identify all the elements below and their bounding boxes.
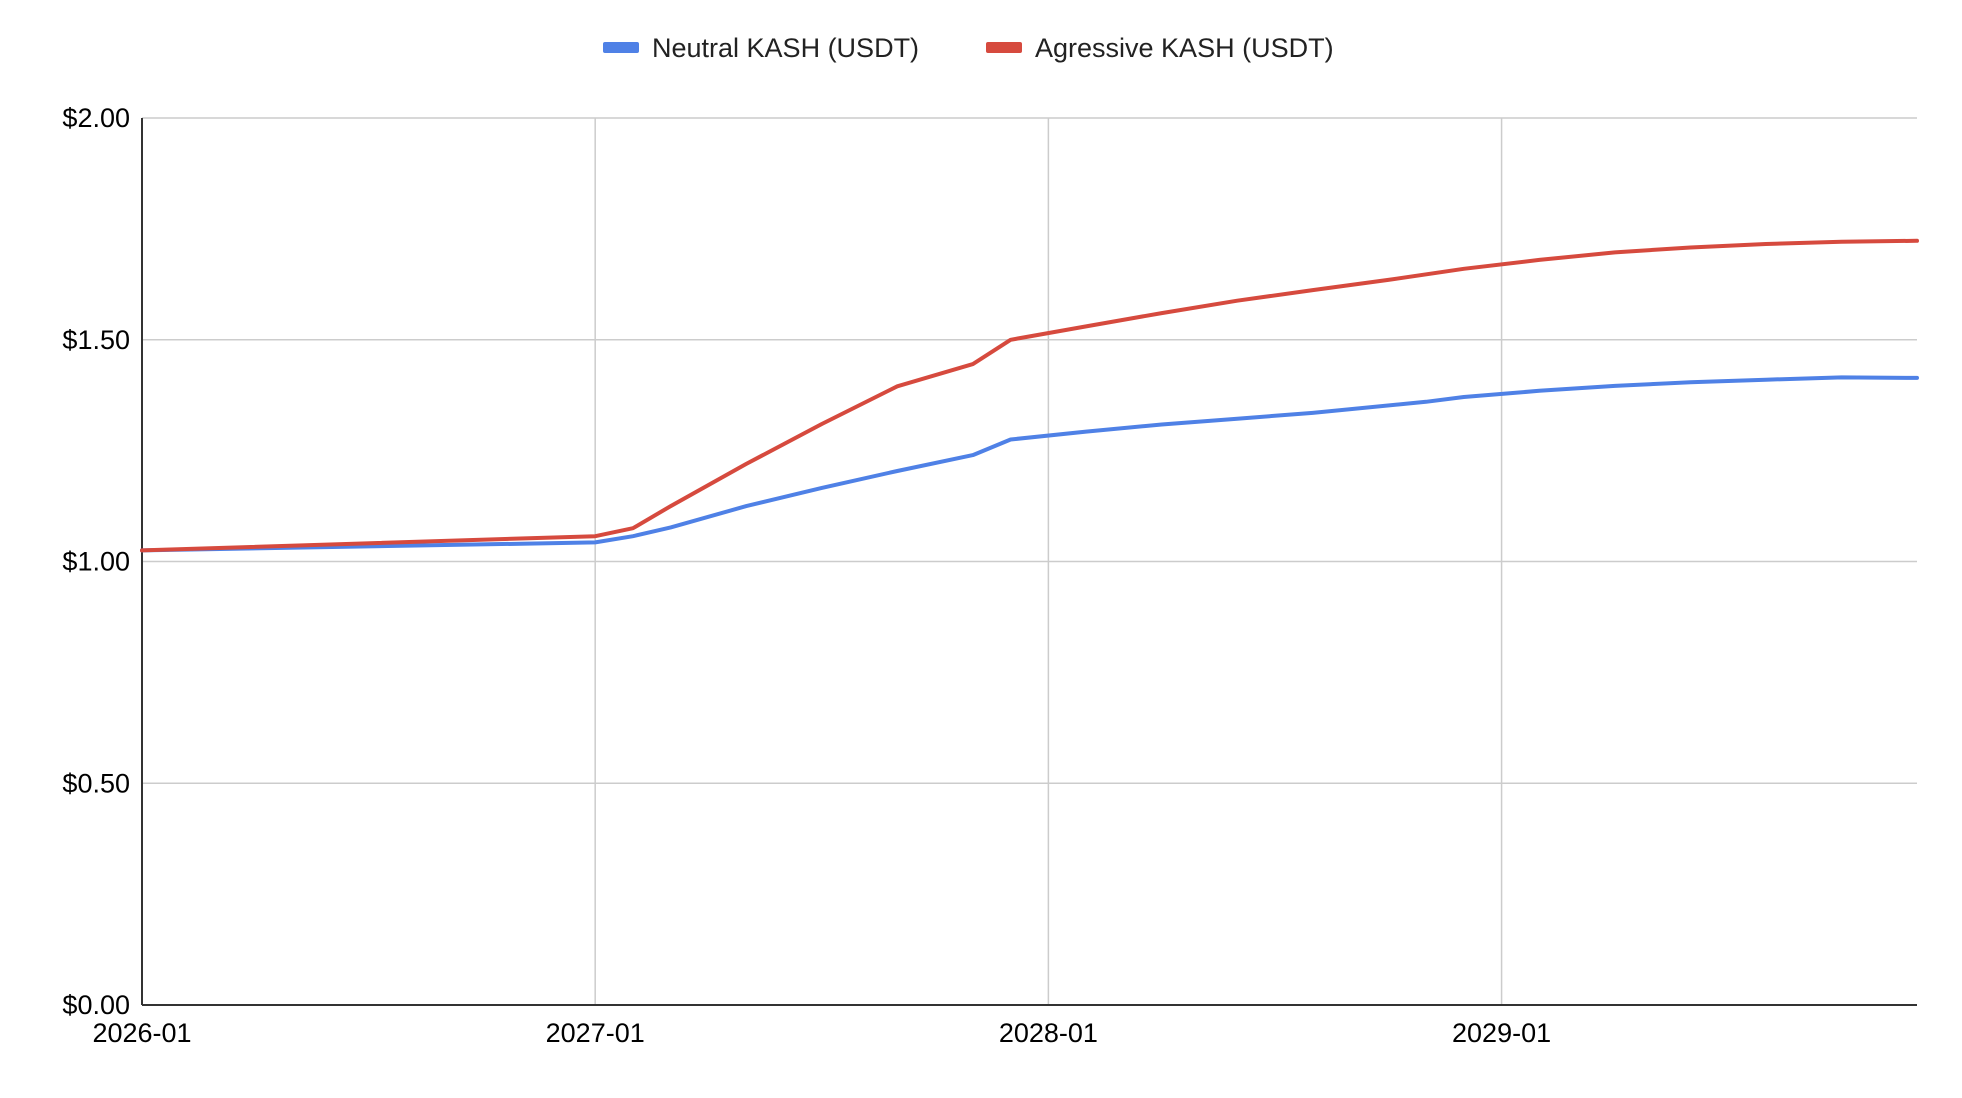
legend-swatch-neutral (603, 42, 639, 53)
series-line-agressive[interactable] (140, 238, 1919, 553)
legend-item-neutral[interactable]: Neutral KASH (USDT) (603, 33, 919, 63)
y-tick-label: $0.50 (62, 768, 130, 798)
legend-item-agressive[interactable]: Agressive KASH (USDT) (986, 33, 1334, 63)
legend-label-agressive: Agressive KASH (USDT) (1035, 33, 1334, 63)
legend-swatch-agressive (986, 42, 1022, 53)
series-line-neutral[interactable] (140, 375, 1919, 553)
y-tick-label: $1.00 (62, 547, 130, 577)
legend: Neutral KASH (USDT) Agressive KASH (USDT… (603, 33, 1334, 63)
y-tick-label: $0.00 (62, 990, 130, 1020)
y-tick-label: $1.50 (62, 325, 130, 355)
x-tick-label: 2029-01 (1452, 1018, 1551, 1048)
legend-label-neutral: Neutral KASH (USDT) (652, 33, 919, 63)
x-tick-label: 2027-01 (546, 1018, 645, 1048)
x-tick-label: 2026-01 (92, 1018, 191, 1048)
tick-labels: $0.00 $0.50 $1.00 $1.50 $2.00 2026-01 2027-01 2… (62, 103, 1551, 1048)
series-layer (140, 238, 1919, 553)
y-tick-label: $2.00 (62, 103, 130, 133)
x-tick-label: 2028-01 (999, 1018, 1098, 1048)
axes (141, 118, 1917, 1006)
